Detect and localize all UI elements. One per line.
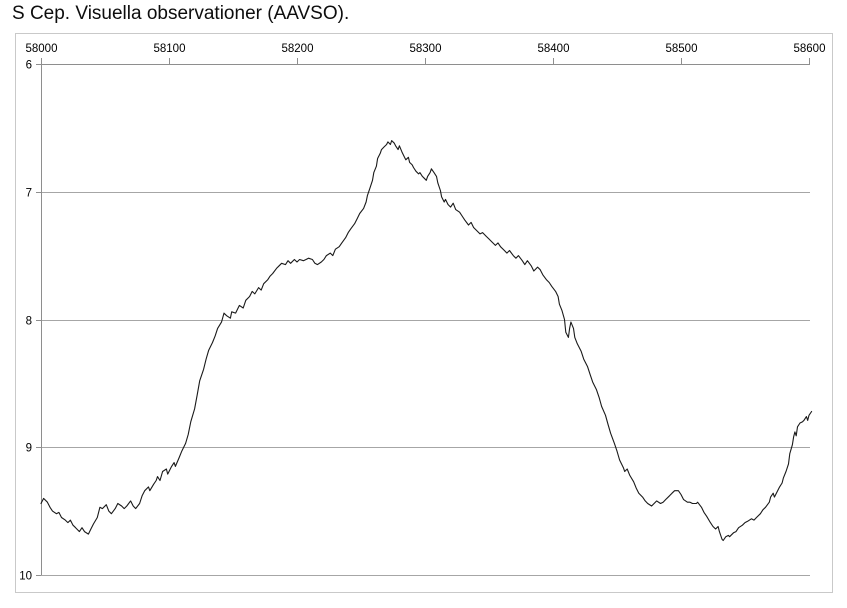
chart-border xyxy=(15,33,833,593)
x-tick-label-58100: 58100 xyxy=(154,43,186,55)
y-tick-label-7: 7 xyxy=(26,188,32,200)
y-tick-label-10: 10 xyxy=(19,571,32,583)
visual-light-curve-line xyxy=(40,140,813,542)
x-tick-label-58600: 58600 xyxy=(794,43,826,55)
x-tick-label-58000: 58000 xyxy=(26,43,58,55)
y-tick-label-9: 9 xyxy=(26,443,32,455)
y-tick-label-8: 8 xyxy=(26,316,32,328)
chart-title: S Cep. Visuella observationer (AAVSO). xyxy=(12,3,350,24)
x-tick-label-58200: 58200 xyxy=(282,43,314,55)
x-tick-label-58300: 58300 xyxy=(410,43,442,55)
x-tick-label-58400: 58400 xyxy=(538,43,570,55)
y-tick-label-6: 6 xyxy=(26,60,32,72)
x-tick-label-58500: 58500 xyxy=(666,43,698,55)
